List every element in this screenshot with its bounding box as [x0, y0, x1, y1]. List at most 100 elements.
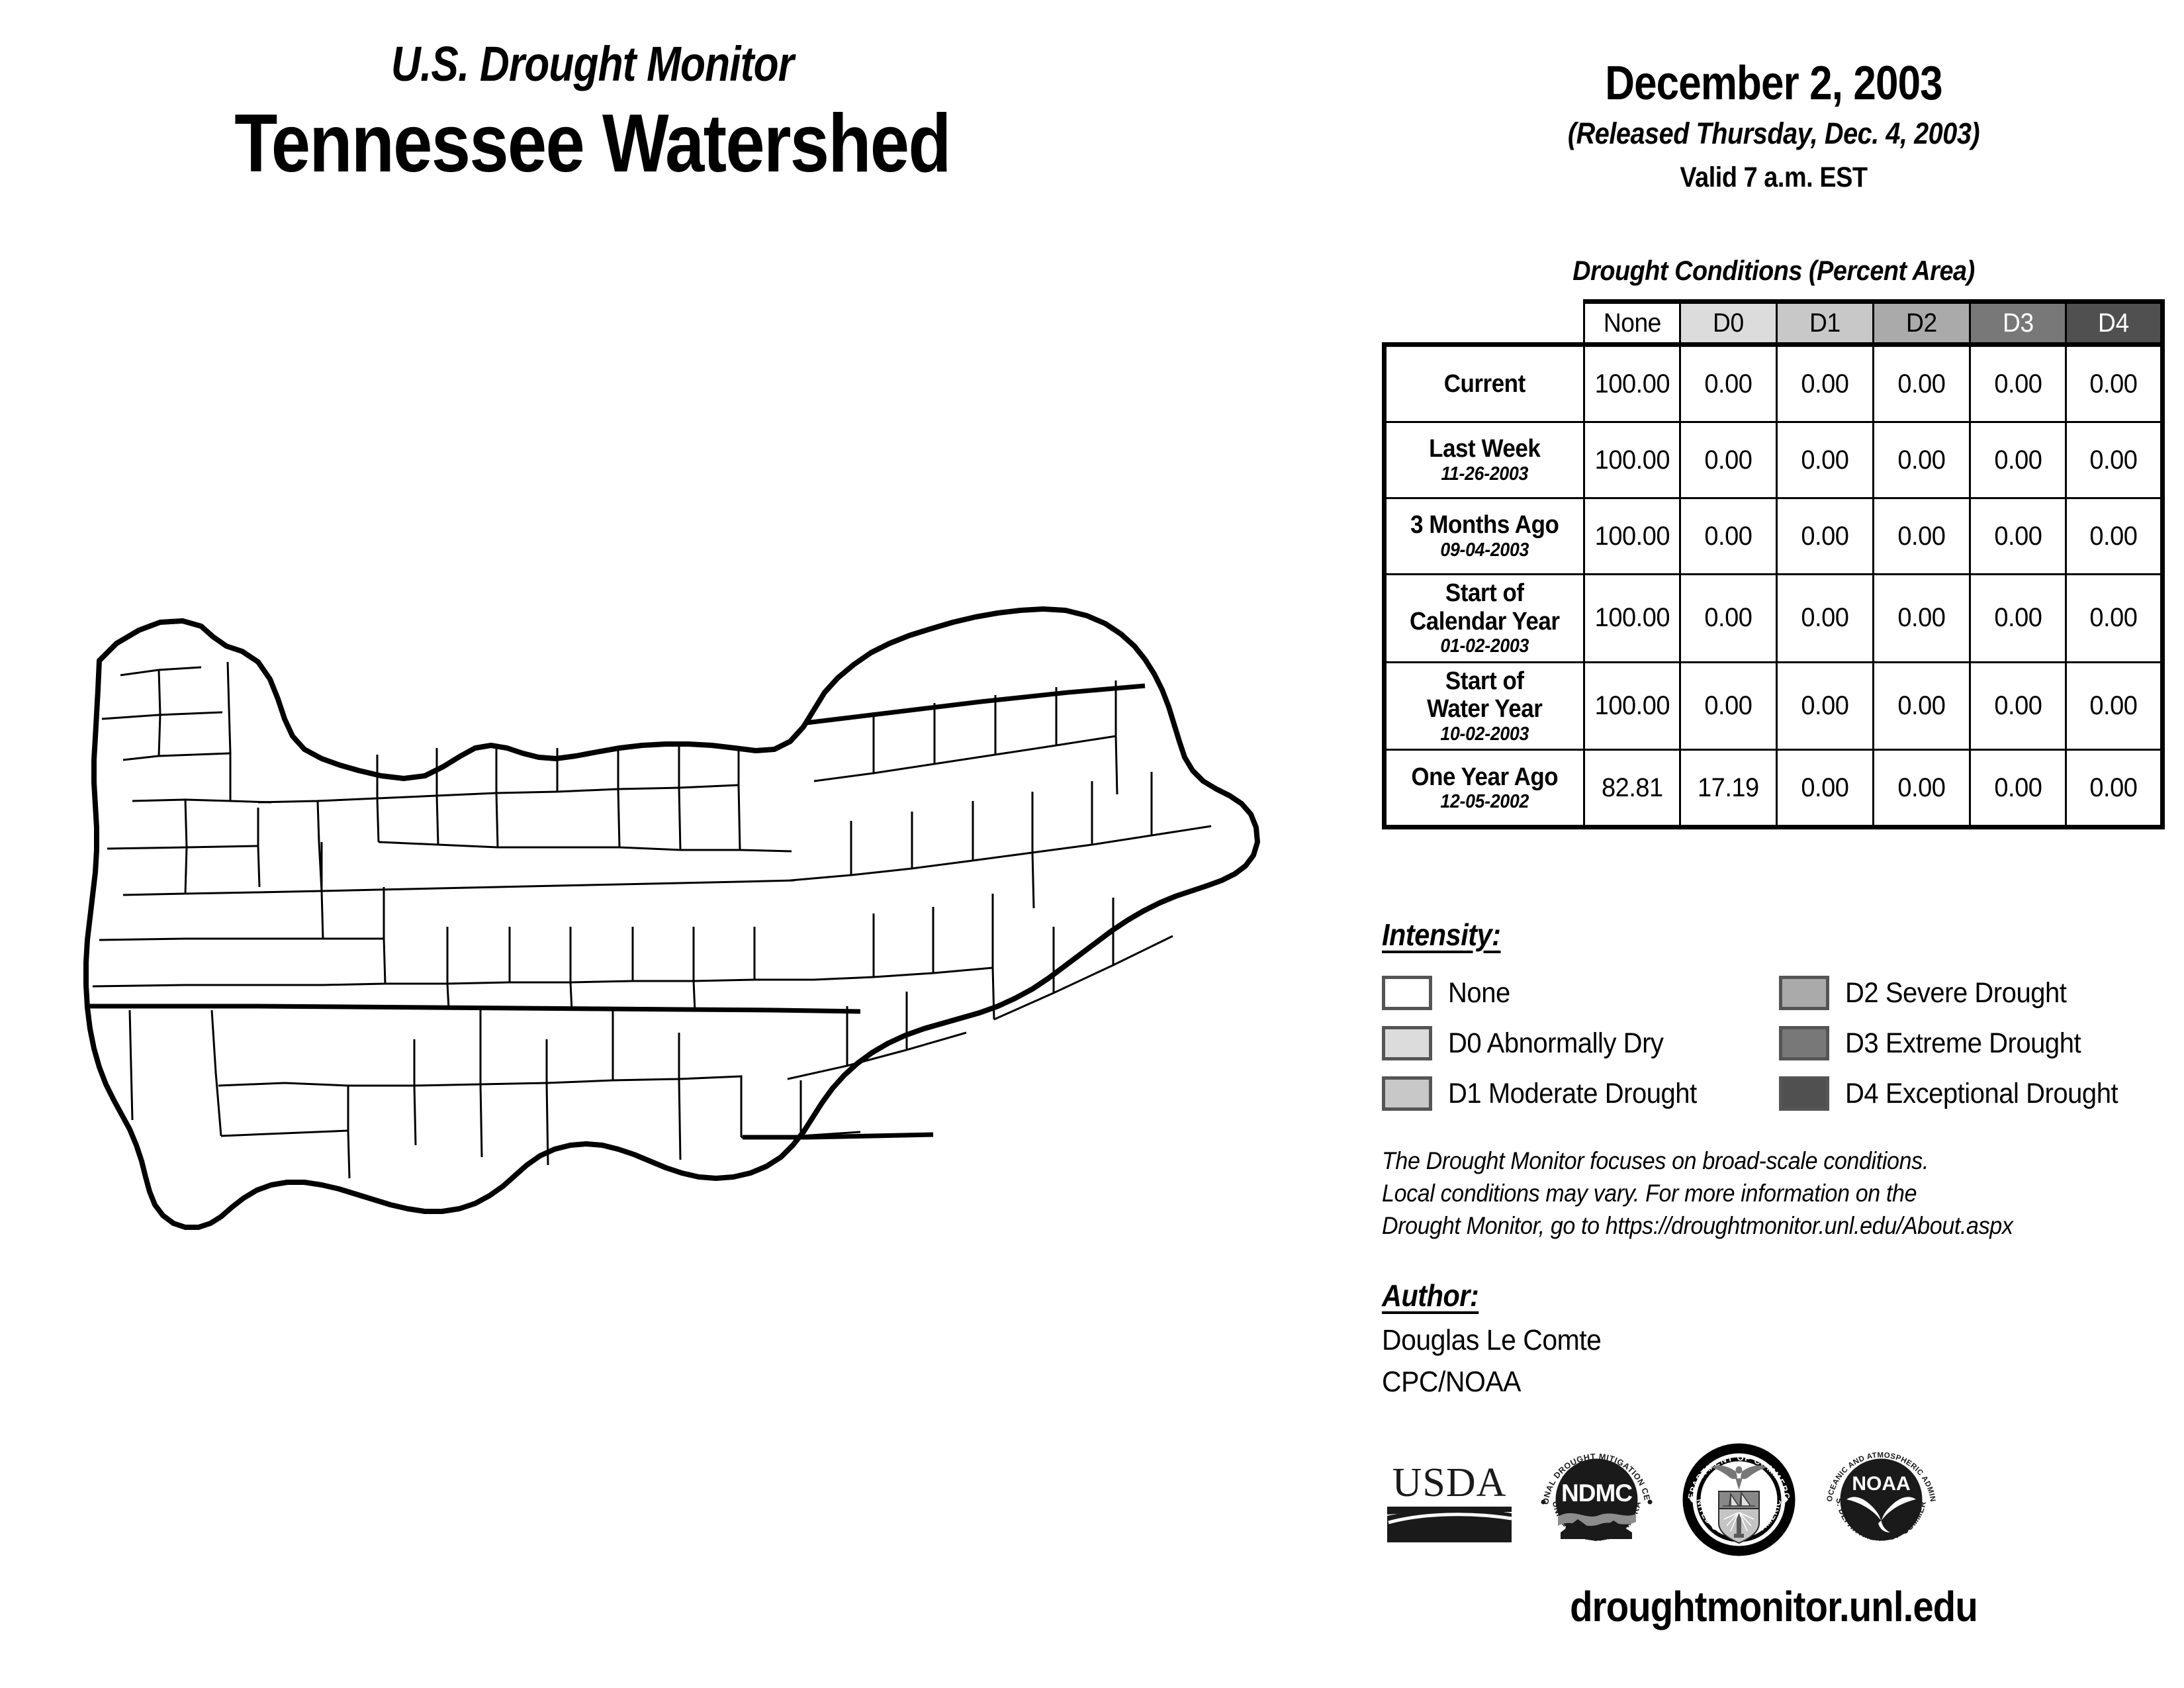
intensity-legend: None D2 Severe Drought D0 Abnormally Dry…	[1382, 968, 2176, 1119]
author-name: Douglas Le Comte	[1382, 1324, 1602, 1356]
cell-last-week-d0: 0.00	[1679, 421, 1778, 499]
swatch-d2	[1779, 976, 1829, 1010]
legend-item-d4: D4 Exceptional Drought	[1779, 1068, 2176, 1119]
tennessee-watershed-map[interactable]	[60, 583, 1324, 1284]
legend-label-d3: D3 Extreme Drought	[1845, 1027, 2081, 1059]
cell-3-months-d0: 0.00	[1679, 497, 1778, 575]
column-header-d0: D0	[1679, 299, 1778, 346]
row-label-start-calendar-year: Start of Calendar Year 01-02-2003	[1382, 573, 1585, 663]
cell-one-year-ago-d3: 0.00	[1968, 749, 2068, 830]
table-row: Start of Water Year 10-02-2003 100.00 0.…	[1382, 661, 2165, 751]
cell-calendar-year-d0: 0.00	[1679, 573, 1778, 663]
row-label-one-year-ago: One Year Ago 12-05-2002	[1382, 749, 1585, 830]
legend-label-d4: D4 Exceptional Drought	[1845, 1077, 2118, 1109]
eagle-icon	[1711, 1465, 1767, 1490]
cell-current-d3: 0.00	[1968, 342, 2068, 423]
table-header-row: None D0 D1 D2 D3 D4	[1385, 299, 2165, 346]
state-line-west	[87, 1004, 861, 1014]
cell-calendar-year-d4: 0.00	[2065, 573, 2165, 663]
cell-current-d1: 0.00	[1776, 342, 1874, 423]
watershed-outline	[83, 606, 1260, 1230]
row-label-last-week: Last Week 11-26-2003	[1382, 421, 1585, 499]
valid-date: December 2, 2003	[1605, 57, 1942, 110]
release-date: (Released Thursday, Dec. 4, 2003)	[1567, 117, 1980, 150]
legend-item-d0: D0 Abnormally Dry	[1382, 1018, 1779, 1068]
state-line-northeast	[805, 683, 1146, 726]
cell-calendar-year-d3: 0.00	[1968, 573, 2068, 663]
column-header-d4: D4	[2065, 299, 2165, 346]
legend-item-none: None	[1382, 968, 1779, 1018]
legend-item-d3: D3 Extreme Drought	[1779, 1018, 2176, 1068]
cell-calendar-year-d2: 0.00	[1872, 573, 1971, 663]
cell-3-months-none: 100.00	[1582, 497, 1682, 575]
ndmc-logo: NATIONAL DROUGHT MITIGATION CENTER UNIVE…	[1532, 1431, 1658, 1564]
table-row: Last Week 11-26-2003 100.00 0.00 0.00 0.…	[1382, 421, 2165, 499]
swatch-none	[1382, 976, 1432, 1010]
cell-one-year-ago-none: 82.81	[1582, 749, 1682, 830]
cell-one-year-ago-d4: 0.00	[2065, 749, 2165, 830]
column-header-d1: D1	[1776, 299, 1874, 346]
cell-water-year-d3: 0.00	[1968, 661, 2068, 751]
legend-item-d1: D1 Moderate Drought	[1382, 1068, 1779, 1119]
cell-3-months-d2: 0.00	[1872, 497, 1971, 575]
cell-water-year-d2: 0.00	[1872, 661, 1971, 751]
cell-3-months-d4: 0.00	[2065, 497, 2165, 575]
footer-url[interactable]: droughtmonitor.unl.edu	[1570, 1583, 1978, 1630]
row-label-current: Current	[1382, 342, 1585, 423]
date-block: December 2, 2003 (Released Thursday, Dec…	[1363, 60, 2184, 194]
legend-label-d0: D0 Abnormally Dry	[1448, 1027, 1664, 1059]
legend-label-d1: D1 Moderate Drought	[1448, 1077, 1697, 1109]
table-row: 3 Months Ago 09-04-2003 100.00 0.00 0.00…	[1382, 497, 2165, 575]
author-heading: Author:	[1382, 1278, 1479, 1313]
cell-calendar-year-d1: 0.00	[1776, 573, 1874, 663]
intensity-heading: Intensity:	[1382, 917, 1501, 952]
swatch-d1	[1382, 1076, 1432, 1111]
legend-label-none: None	[1448, 976, 1510, 1009]
page-title: Tennessee Watershed	[234, 98, 951, 189]
disclaimer-line-3: Drought Monitor, go to https://droughtmo…	[1382, 1211, 2013, 1239]
author-organization: CPC/NOAA	[1382, 1366, 1522, 1398]
cell-water-year-none: 100.00	[1582, 661, 1682, 751]
cell-last-week-d3: 0.00	[1968, 421, 2068, 499]
table-row: Current 100.00 0.00 0.00 0.00 0.00 0.00	[1382, 342, 2165, 423]
table-caption: Drought Conditions (Percent Area)	[1572, 255, 1975, 286]
doc-seal: DEPARTMENT OF COMMERCE UNITED STATES OF …	[1674, 1430, 1800, 1564]
swatch-d3	[1779, 1026, 1829, 1060]
cell-calendar-year-none: 100.00	[1582, 573, 1682, 663]
disclaimer-line-1: The Drought Monitor focuses on broad-sca…	[1382, 1147, 1929, 1174]
legend-item-d2: D2 Severe Drought	[1779, 968, 2176, 1018]
left-panel: U.S. Drought Monitor Tennessee Watershed	[0, 40, 1324, 1284]
usda-logo: USDA	[1383, 1450, 1516, 1552]
right-panel: December 2, 2003 (Released Thursday, Dec…	[1363, 0, 2184, 1688]
noaa-logo: NATIONAL OCEANIC AND ATMOSPHERIC ADMINIS…	[1817, 1431, 1942, 1564]
title-block: U.S. Drought Monitor Tennessee Watershed	[0, 40, 1185, 187]
table-corner-cell	[1385, 302, 1584, 345]
cell-3-months-d1: 0.00	[1776, 497, 1874, 575]
cell-3-months-d3: 0.00	[1968, 497, 2068, 575]
cell-one-year-ago-d0: 17.19	[1679, 749, 1778, 830]
valid-time: Valid 7 a.m. EST	[1680, 162, 1868, 193]
cell-current-none: 100.00	[1582, 342, 1682, 423]
cell-current-d0: 0.00	[1679, 342, 1778, 423]
cell-last-week-d4: 0.00	[2065, 421, 2165, 499]
seagull-icon	[1846, 1496, 1916, 1532]
ship-icon	[1723, 1491, 1755, 1507]
row-label-start-water-year: Start of Water Year 10-02-2003	[1382, 661, 1585, 751]
cell-water-year-d1: 0.00	[1776, 661, 1874, 751]
row-label-3-months-ago: 3 Months Ago 09-04-2003	[1382, 497, 1585, 575]
column-header-d3: D3	[1968, 299, 2068, 346]
county-boundaries	[92, 661, 1212, 1179]
logo-row: USDA NATIONAL DROUGHT MITIGATION CENTER	[1383, 1430, 2177, 1569]
cell-one-year-ago-d2: 0.00	[1872, 749, 1971, 830]
cell-one-year-ago-d1: 0.00	[1776, 749, 1874, 830]
cell-water-year-d0: 0.00	[1679, 661, 1778, 751]
swatch-d0	[1382, 1026, 1432, 1060]
table-row: Start of Calendar Year 01-02-2003 100.00…	[1382, 573, 2165, 663]
cell-last-week-d1: 0.00	[1776, 421, 1874, 499]
table-row: One Year Ago 12-05-2002 82.81 17.19 0.00…	[1382, 749, 2165, 830]
disclaimer-text: The Drought Monitor focuses on broad-sca…	[1382, 1145, 2113, 1242]
cell-current-d4: 0.00	[2065, 342, 2165, 423]
lighthouse-icon	[1723, 1511, 1754, 1538]
cell-current-d2: 0.00	[1872, 342, 1971, 423]
usda-logo-text: USDA	[1392, 1460, 1507, 1505]
